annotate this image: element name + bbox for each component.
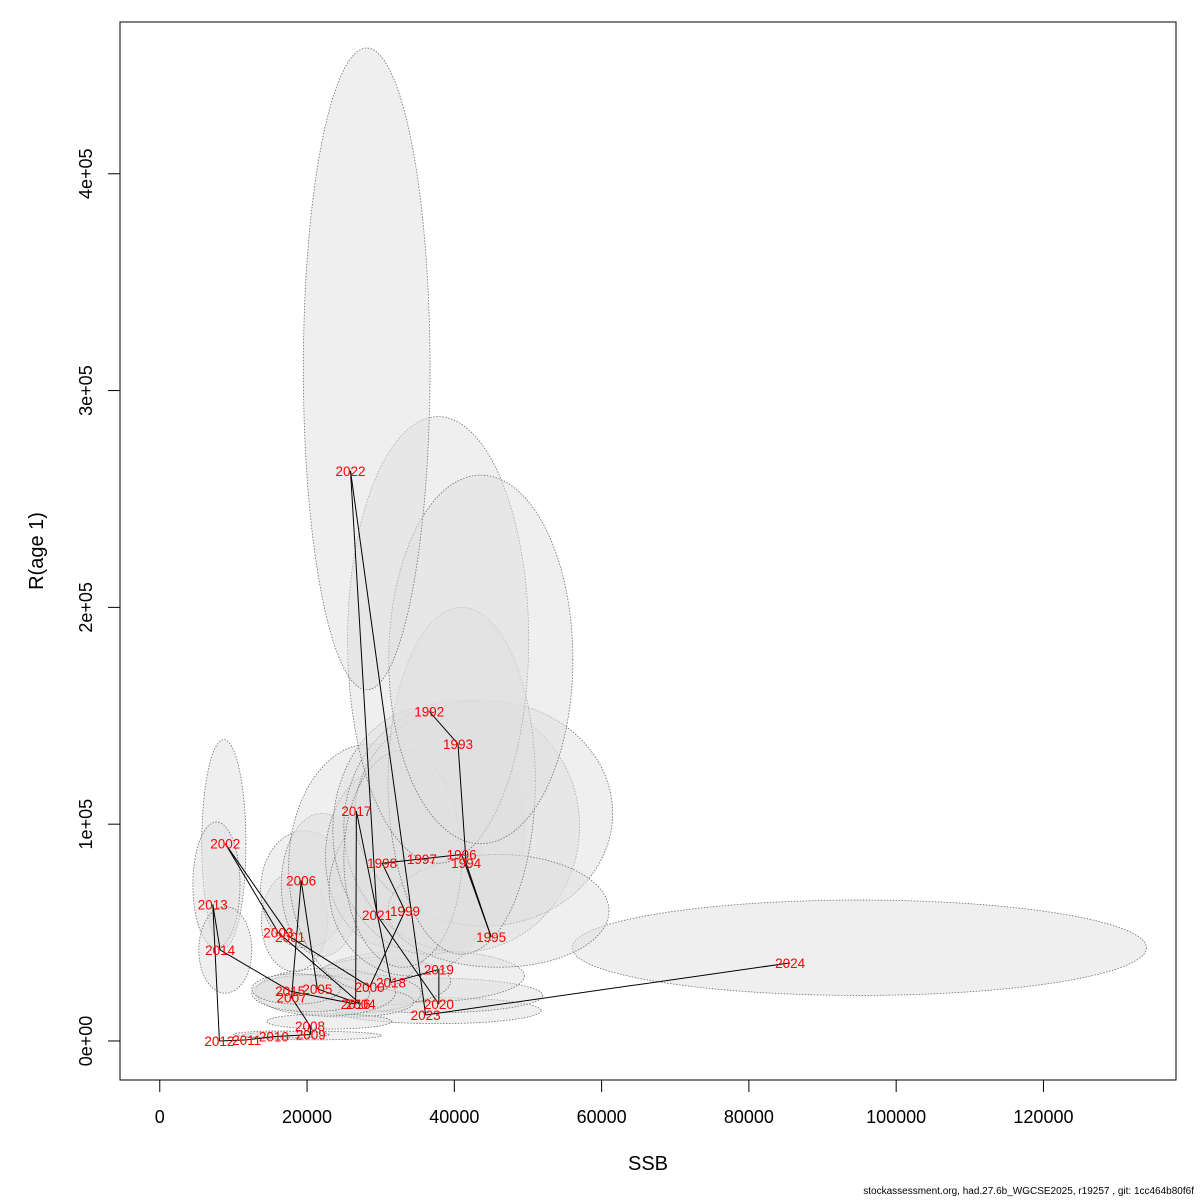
year-label-2015: 2015 xyxy=(275,984,305,999)
year-label-2021: 2021 xyxy=(362,908,392,923)
year-label-1997: 1997 xyxy=(407,852,437,867)
trajectory-segment xyxy=(289,936,370,988)
x-tick-label: 20000 xyxy=(282,1107,332,1127)
trajectory-segment xyxy=(428,711,459,745)
confidence-ellipse xyxy=(388,474,574,845)
y-axis-title: R(age 1) xyxy=(26,512,48,590)
trajectory-segment xyxy=(291,880,302,998)
year-label-1995: 1995 xyxy=(476,930,506,945)
y-tick-label: 0e+00 xyxy=(76,1016,96,1067)
trajectory-segment xyxy=(349,470,427,1016)
x-axis: 0 20000 40000 60000 80000 100000 120000 xyxy=(155,1079,1073,1127)
confidence-ellipse xyxy=(571,899,1147,996)
year-label-2016: 2016 xyxy=(341,997,371,1012)
source-footer: stockassessment.org, had.27.6b_WGCSE2025… xyxy=(863,1186,1194,1197)
trajectory-segment xyxy=(369,910,406,987)
year-label-1999: 1999 xyxy=(390,904,420,919)
trajectory-segment xyxy=(300,880,318,990)
confidence-ellipses xyxy=(192,47,1147,1041)
trajectory-segment xyxy=(390,968,439,983)
trajectory-segment xyxy=(457,743,467,864)
x-tick-label: 0 xyxy=(155,1107,165,1127)
trajectory-segment xyxy=(212,904,220,1041)
confidence-ellipse xyxy=(198,906,253,994)
year-label-2012: 2012 xyxy=(204,1034,234,1049)
trajectory-segment xyxy=(212,904,221,950)
year-label-2017: 2017 xyxy=(341,804,371,819)
year-label-2003: 2003 xyxy=(263,926,293,941)
year-label-2023: 2023 xyxy=(411,1008,441,1023)
trajectory-segment xyxy=(317,988,361,1005)
year-label-2019: 2019 xyxy=(424,962,454,977)
confidence-ellipse xyxy=(233,1030,330,1039)
year-label-2022: 2022 xyxy=(335,464,365,479)
trajectory-segment xyxy=(224,843,291,938)
year-label-2006: 2006 xyxy=(286,874,316,889)
trajectory-segment xyxy=(224,843,279,933)
trajectory-segment xyxy=(355,811,392,983)
year-label-2005: 2005 xyxy=(302,982,332,997)
year-label-2024: 2024 xyxy=(775,956,806,971)
y-tick-label: 2e+05 xyxy=(76,582,96,633)
y-tick-label: 3e+05 xyxy=(76,365,96,416)
year-label-2013: 2013 xyxy=(198,897,228,912)
year-label-2001: 2001 xyxy=(275,930,305,945)
x-tick-label: 40000 xyxy=(429,1107,479,1127)
x-tick-label: 100000 xyxy=(866,1107,926,1127)
trajectory-segment xyxy=(246,1036,274,1041)
trajectory-segment xyxy=(355,811,357,1005)
year-labels: 1992 1993 1994 1995 1996 1997 1998 1999 2000 2001… xyxy=(198,464,806,1049)
trajectory-segment xyxy=(381,862,406,912)
year-label-2011: 2011 xyxy=(232,1033,261,1048)
trajectory-segment xyxy=(382,858,422,864)
trajectory-segment xyxy=(461,854,492,938)
trajectory-segment xyxy=(219,949,291,992)
y-axis: 0e+00 1e+05 2e+05 3e+05 4e+05 xyxy=(76,148,121,1067)
y-tick-label: 4e+05 xyxy=(76,148,96,199)
year-label-1994: 1994 xyxy=(451,856,482,871)
x-tick-label: 60000 xyxy=(577,1107,627,1127)
year-label-1993: 1993 xyxy=(443,737,473,752)
confidence-ellipse xyxy=(266,1013,393,1030)
year-label-2000: 2000 xyxy=(355,980,385,995)
year-label-2010: 2010 xyxy=(259,1030,289,1045)
x-axis-title: SSB xyxy=(628,1153,668,1175)
trajectory-segment xyxy=(277,932,362,1005)
y-tick-label: 1e+05 xyxy=(76,799,96,850)
trajectory-segment xyxy=(425,962,791,1016)
year-label-2007: 2007 xyxy=(277,991,307,1006)
x-tick-label: 120000 xyxy=(1013,1107,1073,1127)
trajectory-segment xyxy=(290,990,356,1005)
year-label-2014: 2014 xyxy=(205,943,236,958)
year-label-2004: 2004 xyxy=(346,997,377,1012)
year-label-2009: 2009 xyxy=(296,1027,326,1042)
trajectory-lines xyxy=(212,470,791,1042)
trajectory-segment xyxy=(309,1025,312,1035)
trajectory-segment xyxy=(219,1039,247,1042)
x-tick-label: 80000 xyxy=(724,1107,774,1127)
trajectory-segment xyxy=(291,997,311,1027)
trajectory-segment xyxy=(349,470,378,916)
year-label-2008: 2008 xyxy=(295,1019,325,1034)
year-label-2020: 2020 xyxy=(424,997,454,1012)
trajectory-segment xyxy=(421,854,462,860)
year-label-1992: 1992 xyxy=(414,704,444,719)
confidence-ellipse xyxy=(302,47,431,691)
year-label-1996: 1996 xyxy=(447,848,477,863)
trajectory-segment xyxy=(376,914,440,1005)
year-label-1998: 1998 xyxy=(367,856,397,871)
year-label-2018: 2018 xyxy=(376,975,406,990)
trajectory-segment xyxy=(273,1033,311,1038)
year-label-2002: 2002 xyxy=(210,837,240,852)
